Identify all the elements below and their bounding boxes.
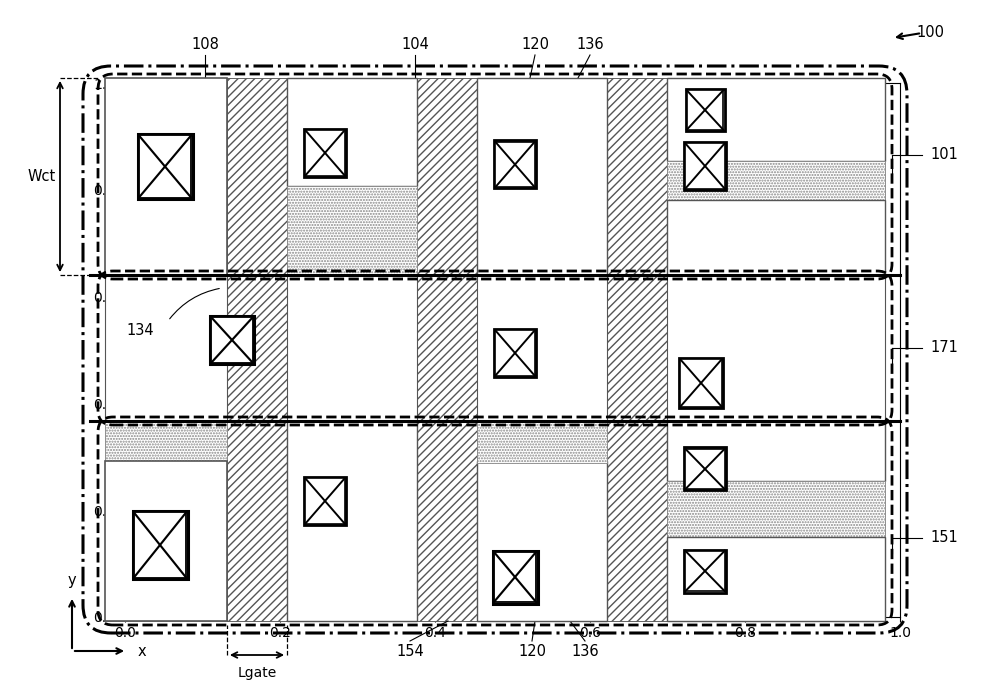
Bar <box>685 551 725 591</box>
Bar <box>667 537 885 621</box>
Bar <box>477 78 607 275</box>
Bar <box>684 550 726 593</box>
Bar <box>494 141 536 188</box>
Text: 120: 120 <box>521 37 549 53</box>
Bar <box>287 186 417 275</box>
Bar <box>227 78 287 275</box>
Bar <box>495 141 535 187</box>
Bar <box>495 330 535 376</box>
Bar <box>667 481 885 537</box>
Bar <box>211 317 253 363</box>
Bar <box>210 316 254 364</box>
Bar <box>667 421 885 481</box>
Bar <box>607 421 667 621</box>
Bar <box>105 421 227 463</box>
Bar <box>685 448 725 489</box>
Text: 120: 120 <box>518 644 546 658</box>
Bar <box>139 135 191 198</box>
Bar <box>477 275 607 421</box>
Text: y: y <box>68 574 76 588</box>
Text: 151: 151 <box>930 531 958 545</box>
Text: 171: 171 <box>930 340 958 356</box>
Bar <box>494 329 536 377</box>
Bar <box>134 512 186 578</box>
Bar <box>680 359 722 407</box>
Bar <box>417 421 477 621</box>
Bar <box>679 358 723 408</box>
Text: Wct: Wct <box>28 169 56 184</box>
Bar <box>667 161 885 200</box>
Bar <box>105 421 885 621</box>
Text: 136: 136 <box>571 644 599 658</box>
Bar <box>685 143 725 188</box>
Bar <box>667 275 885 421</box>
Bar <box>133 511 188 579</box>
Bar <box>305 478 345 524</box>
Bar <box>105 78 885 275</box>
Bar <box>494 552 536 602</box>
Bar <box>667 78 885 161</box>
Bar <box>105 461 227 621</box>
Bar <box>287 421 417 621</box>
Text: Lgate: Lgate <box>237 666 277 680</box>
Text: 104: 104 <box>401 37 429 53</box>
Bar <box>105 275 885 421</box>
Bar <box>227 421 287 621</box>
Text: x: x <box>138 644 146 658</box>
Text: 154: 154 <box>396 644 424 658</box>
Text: 134: 134 <box>126 324 154 338</box>
Bar <box>477 461 607 621</box>
Bar <box>138 134 192 199</box>
Text: 108: 108 <box>191 37 219 53</box>
Bar <box>687 90 723 130</box>
Bar <box>667 200 885 275</box>
Bar <box>305 130 345 175</box>
Bar <box>105 275 227 421</box>
Bar <box>304 477 346 525</box>
Bar <box>417 78 477 275</box>
Bar <box>686 89 724 131</box>
Bar <box>105 78 227 275</box>
Bar <box>477 421 607 463</box>
Text: 136: 136 <box>576 37 604 53</box>
Bar <box>607 78 667 275</box>
Bar <box>287 78 417 186</box>
Bar <box>287 275 417 421</box>
Bar <box>492 550 538 604</box>
Bar <box>304 129 346 177</box>
Text: 101: 101 <box>930 148 958 162</box>
Bar <box>684 448 726 491</box>
Bar <box>684 142 726 190</box>
Text: 100: 100 <box>916 26 944 40</box>
